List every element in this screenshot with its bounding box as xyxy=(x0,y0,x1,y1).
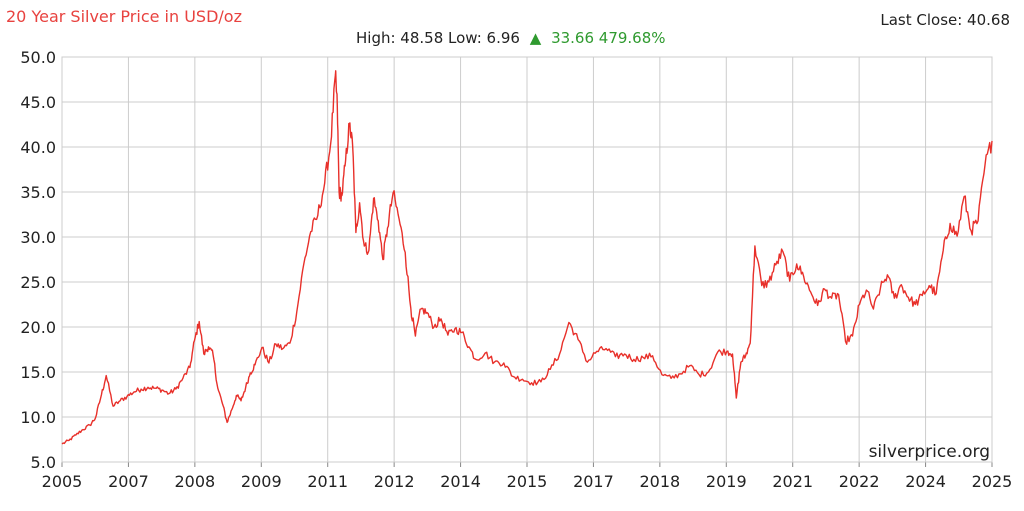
y-tick-label: 50.0 xyxy=(20,48,56,67)
y-axis: 5.0 10.0 15.0 20.0 25.0 30.0 35.0 40.0 45.0 50.0 xyxy=(20,48,56,472)
x-tick-label: 2009 xyxy=(241,472,282,491)
y-tick-label: 5.0 xyxy=(31,453,56,472)
x-tick-label: 2021 xyxy=(772,472,813,491)
x-tick-label: 2015 xyxy=(507,472,548,491)
y-tick-label: 20.0 xyxy=(20,318,56,337)
x-tick-label: 2024 xyxy=(905,472,946,491)
x-tick-label: 2011 xyxy=(307,472,348,491)
last-close-label: Last Close: 40.68 xyxy=(880,11,1010,29)
change-up-icon: ▲ xyxy=(530,29,542,47)
change-text: 33.66 479.68% xyxy=(551,29,665,47)
y-tick-label: 35.0 xyxy=(20,183,56,202)
price-series-line xyxy=(61,70,993,445)
y-tick-label: 40.0 xyxy=(20,138,56,157)
chart-title: 20 Year Silver Price in USD/oz xyxy=(6,7,242,26)
x-tick-label: 2019 xyxy=(706,472,747,491)
y-tick-label: 45.0 xyxy=(20,93,56,112)
x-tick-label: 2022 xyxy=(839,472,880,491)
y-tick-label: 25.0 xyxy=(20,273,56,292)
x-axis: 2005 2007 2008 2009 2011 2012 2014 2015 2017 2018… xyxy=(42,462,1013,491)
x-tick-label: 2017 xyxy=(573,472,614,491)
grid xyxy=(61,56,993,463)
watermark: silverprice.org xyxy=(869,442,990,462)
y-tick-label: 15.0 xyxy=(20,363,56,382)
high-low-text: High: 48.58 Low: 6.96 xyxy=(356,29,520,47)
x-tick-label: 2018 xyxy=(639,472,680,491)
x-tick-label: 2025 xyxy=(972,472,1013,491)
y-tick-label: 30.0 xyxy=(20,228,56,247)
x-tick-label: 2012 xyxy=(374,472,415,491)
x-tick-label: 2005 xyxy=(42,472,83,491)
x-tick-label: 2008 xyxy=(174,472,215,491)
y-tick-label: 10.0 xyxy=(20,408,56,427)
series-layer xyxy=(61,70,993,445)
stats-line: High: 48.58 Low: 6.96 ▲ 33.66 479.68% xyxy=(356,29,666,47)
plot-frame xyxy=(61,56,993,463)
x-tick-label: 2014 xyxy=(440,472,481,491)
x-tick-label: 2007 xyxy=(108,472,149,491)
